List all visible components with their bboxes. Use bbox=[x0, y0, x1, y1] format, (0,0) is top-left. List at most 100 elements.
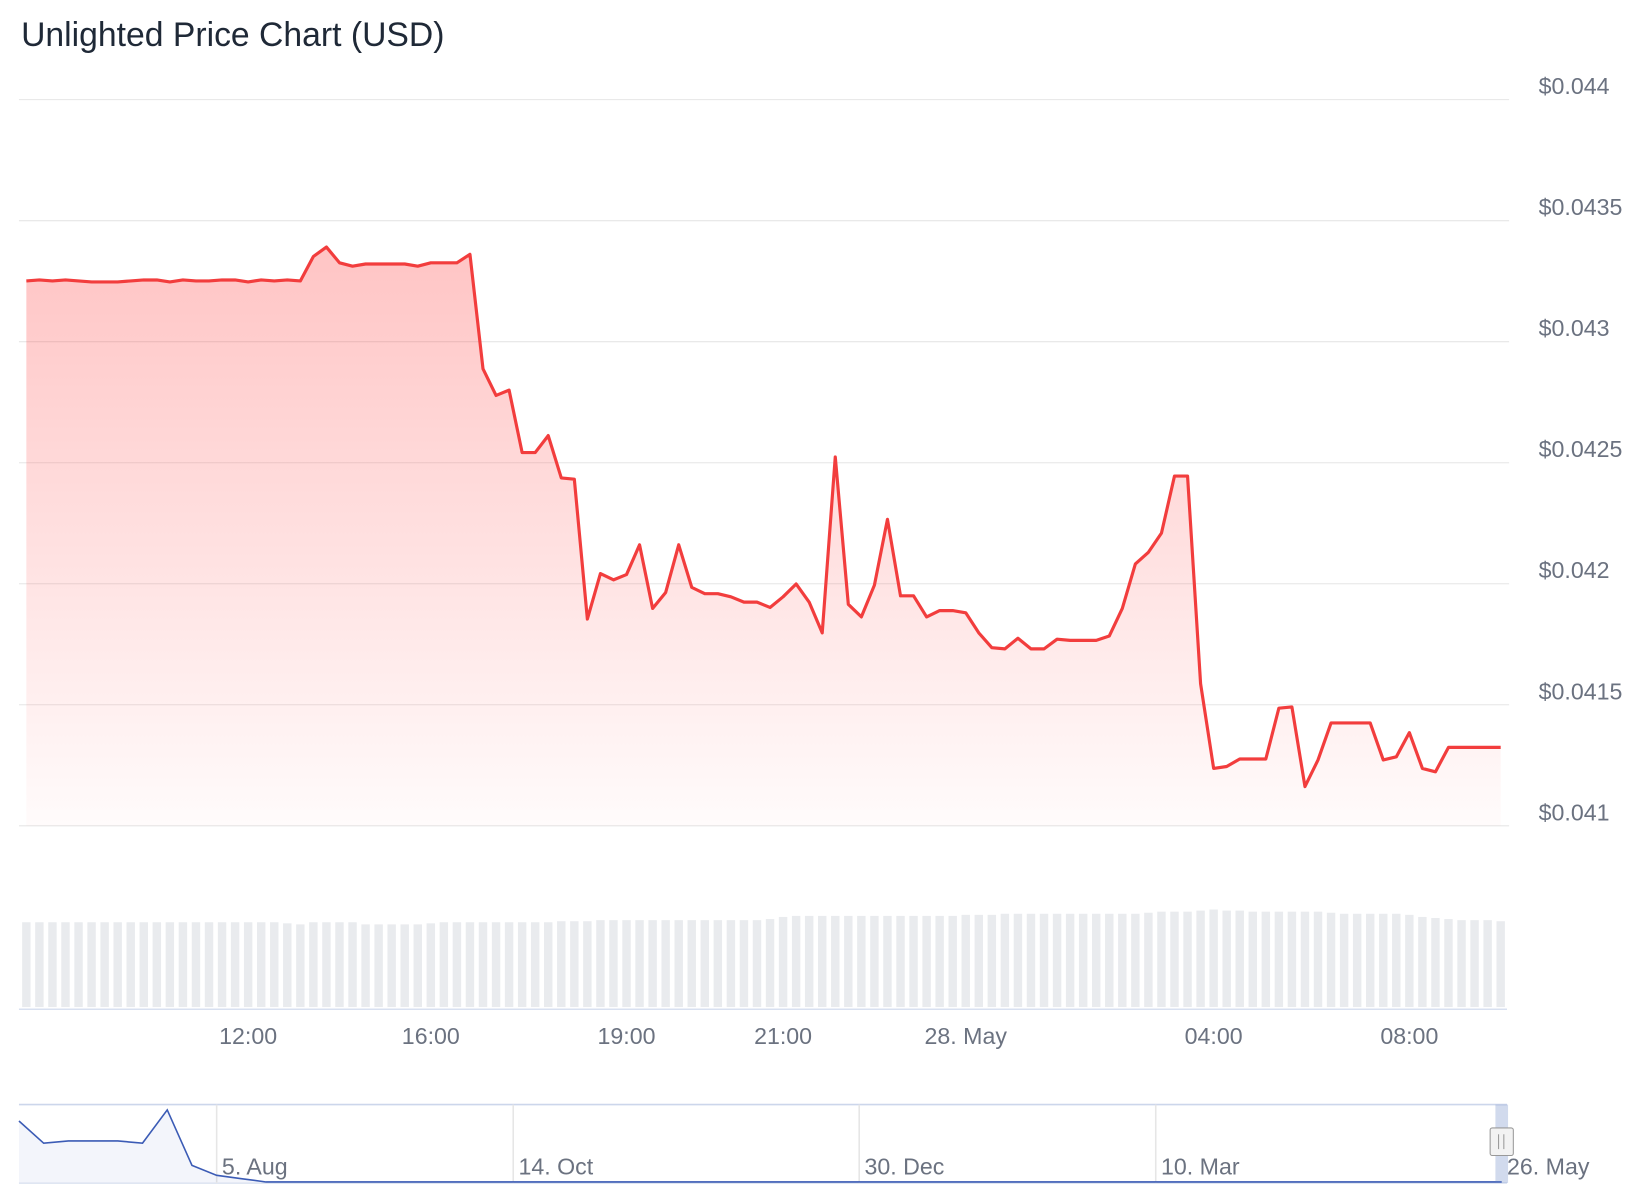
volume-bar bbox=[139, 922, 148, 1008]
volume-bar bbox=[296, 924, 305, 1008]
volume-bar bbox=[1078, 913, 1088, 1008]
volume-bar bbox=[22, 922, 31, 1008]
volume-bar bbox=[1300, 911, 1310, 1008]
volume-bar bbox=[1222, 910, 1231, 1008]
volume-bar bbox=[217, 922, 227, 1008]
volume-bar bbox=[1183, 911, 1192, 1008]
volume-bar bbox=[1444, 919, 1453, 1008]
x-tick-label: 21:00 bbox=[754, 1023, 812, 1049]
volume-bar bbox=[335, 922, 344, 1008]
volume-bar bbox=[452, 922, 462, 1008]
price-line bbox=[26, 245, 1501, 789]
volume-bar bbox=[283, 923, 292, 1008]
volume-bar bbox=[935, 915, 944, 1008]
volume-bar bbox=[439, 922, 449, 1008]
x-tick-label: 08:00 bbox=[1380, 1023, 1438, 1049]
volume-bar bbox=[713, 920, 723, 1008]
y-tick-label: $0.042 bbox=[1539, 557, 1610, 583]
volume-bar bbox=[778, 916, 788, 1008]
volume-bar bbox=[1405, 914, 1414, 1008]
volume-bar bbox=[400, 924, 409, 1008]
volume-bar bbox=[204, 922, 214, 1008]
volume-bar bbox=[1157, 911, 1166, 1008]
navigator-tick-label: 26. May bbox=[1507, 1153, 1590, 1179]
volume-bar bbox=[726, 920, 736, 1008]
volume-bar bbox=[87, 922, 96, 1008]
volume-bar bbox=[557, 921, 566, 1008]
volume-bar bbox=[791, 915, 801, 1008]
volume-bar bbox=[1118, 913, 1127, 1008]
volume-bar bbox=[1431, 918, 1440, 1008]
volume-bar bbox=[896, 915, 905, 1008]
volume-bar bbox=[270, 922, 279, 1008]
volume-bar bbox=[517, 922, 527, 1008]
volume-bar bbox=[1313, 911, 1323, 1008]
x-tick-label: 16:00 bbox=[402, 1023, 460, 1049]
volume-bar bbox=[1379, 913, 1388, 1008]
volume-bar bbox=[870, 915, 879, 1008]
volume-bar bbox=[1209, 909, 1218, 1008]
volume-bar bbox=[804, 915, 814, 1008]
volume-bar bbox=[1418, 916, 1427, 1008]
navigator-area bbox=[18, 1109, 1502, 1182]
volume-bar bbox=[465, 922, 475, 1008]
volume-bar bbox=[1248, 911, 1257, 1008]
x-tick-label: 04:00 bbox=[1185, 1023, 1243, 1049]
volume-bar bbox=[1365, 913, 1375, 1008]
navigator-tick-label: 14. Oct bbox=[518, 1153, 593, 1179]
volume-bar bbox=[152, 922, 162, 1008]
volume-bar bbox=[909, 915, 918, 1008]
volume-bar bbox=[1261, 911, 1271, 1008]
volume-bar bbox=[100, 922, 109, 1008]
navigator-tick-label: 30. Dec bbox=[864, 1153, 944, 1179]
navigator-handle[interactable] bbox=[1489, 1127, 1514, 1157]
volume-bar bbox=[1105, 913, 1114, 1008]
volume-bar bbox=[818, 915, 827, 1008]
volume-bar bbox=[622, 920, 631, 1008]
volume-bar bbox=[374, 924, 383, 1008]
volume-bar bbox=[74, 922, 83, 1008]
volume-bar bbox=[844, 915, 853, 1008]
navigator-tick-label: 10. Mar bbox=[1161, 1153, 1240, 1179]
volume-bar bbox=[687, 920, 696, 1008]
volume-bar bbox=[596, 920, 605, 1008]
y-tick-label: $0.044 bbox=[1539, 73, 1610, 99]
volume-bar bbox=[609, 920, 618, 1008]
volume-bar bbox=[883, 915, 892, 1008]
volume-bar bbox=[1196, 910, 1205, 1008]
volume-bar bbox=[61, 922, 70, 1008]
volume-bar bbox=[426, 923, 436, 1008]
price-area bbox=[26, 247, 1501, 826]
navigator-line bbox=[18, 1108, 1502, 1183]
volume-bar bbox=[987, 914, 997, 1008]
volume-bar bbox=[1470, 920, 1479, 1008]
volume-bar bbox=[674, 920, 683, 1008]
volume-bar bbox=[126, 922, 135, 1008]
x-tick-label: 19:00 bbox=[598, 1023, 656, 1049]
volume-bar bbox=[1065, 913, 1075, 1008]
volume-bar bbox=[387, 924, 396, 1008]
volume-bar bbox=[1274, 911, 1284, 1008]
volume-bar bbox=[635, 920, 644, 1008]
volume-bar bbox=[948, 915, 957, 1008]
volume-bar bbox=[661, 920, 670, 1008]
volume-bar bbox=[1000, 913, 1010, 1008]
volume-bar bbox=[1352, 913, 1362, 1008]
volume-bar bbox=[1339, 913, 1349, 1008]
volume-bar bbox=[831, 915, 840, 1008]
volume-bar bbox=[570, 921, 579, 1008]
volume-bar bbox=[1392, 913, 1401, 1008]
volume-bar bbox=[544, 922, 553, 1008]
y-tick-label: $0.043 bbox=[1539, 315, 1610, 341]
volume-bar bbox=[1483, 920, 1492, 1008]
volume-bar bbox=[974, 914, 984, 1008]
volume-bar bbox=[1496, 921, 1505, 1008]
volume-bar bbox=[113, 922, 122, 1008]
volume-bar bbox=[1013, 913, 1023, 1008]
volume-bar bbox=[1039, 913, 1049, 1008]
volume-bar bbox=[243, 922, 253, 1008]
volume-bar bbox=[361, 924, 370, 1008]
volume-bar bbox=[583, 921, 592, 1008]
volume-bar bbox=[322, 922, 331, 1008]
